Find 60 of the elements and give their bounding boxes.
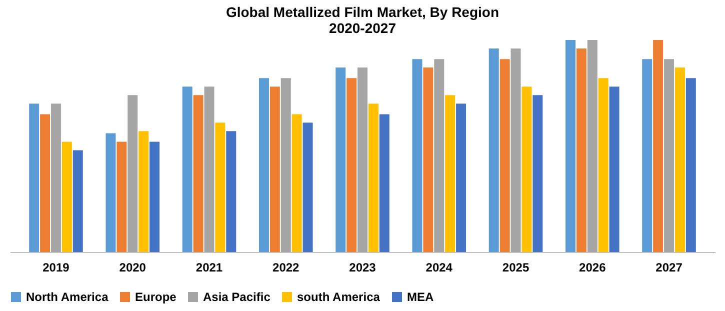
- x-tick-label: 2023: [349, 260, 376, 274]
- bar: [532, 95, 543, 252]
- x-tick-label: 2027: [656, 260, 683, 274]
- bar: [445, 95, 456, 252]
- legend-label: Asia Pacific: [203, 290, 271, 304]
- bar: [215, 122, 226, 252]
- bar: [226, 131, 236, 252]
- bar: [686, 78, 696, 252]
- legend-label: Europe: [135, 290, 177, 304]
- bar: [72, 150, 83, 252]
- bar: [423, 68, 434, 252]
- x-tick-label: 2020: [119, 260, 146, 274]
- x-tick-label: 2019: [42, 260, 70, 274]
- bar: [40, 114, 50, 252]
- bar: [587, 40, 598, 252]
- bar: [336, 68, 346, 252]
- bar: [116, 142, 127, 252]
- bar: [653, 40, 664, 252]
- bar: [50, 104, 61, 252]
- bar: [609, 86, 620, 252]
- bar: [664, 59, 674, 252]
- bar: [270, 86, 280, 252]
- bar: [368, 104, 378, 252]
- x-tick-label: 2025: [502, 260, 530, 274]
- bar: [138, 131, 149, 252]
- x-tick-label: 2021: [196, 260, 223, 274]
- bar: [29, 104, 40, 252]
- bar: [193, 95, 204, 252]
- legend-label: MEA: [407, 290, 434, 304]
- bar: [280, 78, 291, 252]
- bar: [379, 114, 390, 252]
- bar: [674, 68, 685, 252]
- bar: [488, 48, 499, 252]
- bar: [565, 40, 576, 252]
- bar: [642, 59, 652, 252]
- bar: [412, 59, 422, 252]
- bar: [258, 78, 269, 252]
- bar: [598, 78, 608, 252]
- bar: [182, 86, 192, 252]
- bar: [456, 104, 466, 252]
- bar: [510, 48, 521, 252]
- bar: [576, 48, 586, 252]
- bar: [292, 114, 302, 252]
- bar: [150, 142, 160, 252]
- bar: [302, 122, 313, 252]
- bar: [128, 95, 138, 252]
- x-tick-label: 2022: [272, 260, 300, 274]
- bar: [358, 68, 368, 252]
- x-tick-label: 2024: [426, 260, 453, 274]
- x-tick-label: 2026: [579, 260, 606, 274]
- legend-label: North America: [26, 290, 109, 304]
- legend-label: south America: [297, 290, 380, 304]
- bar: [500, 59, 510, 252]
- bar: [434, 59, 444, 252]
- bar: [106, 133, 116, 252]
- bar: [204, 86, 214, 252]
- chart-title: Global Metallized Film Market, By Region 2020-2027: [226, 4, 500, 36]
- bar: [62, 142, 72, 252]
- bar: [522, 86, 532, 252]
- bar: [346, 78, 357, 252]
